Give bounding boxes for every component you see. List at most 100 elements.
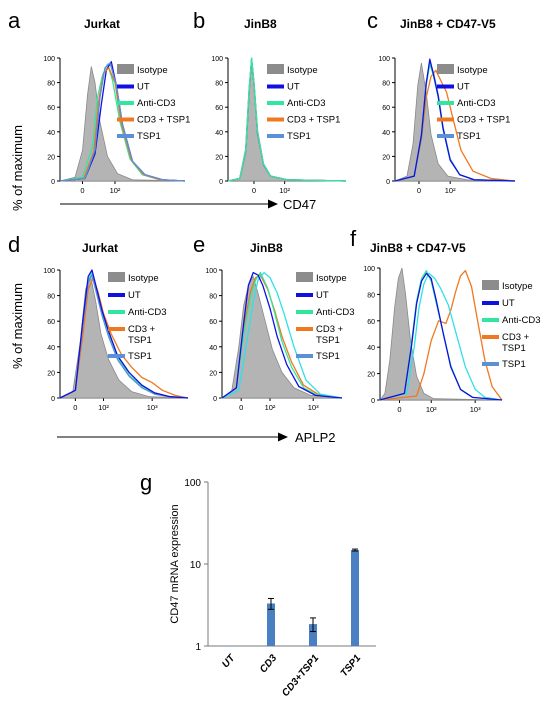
- panel-a-legend-label-anti-cd3: Anti-CD3: [137, 98, 176, 109]
- row1-x-arrow-head: [268, 199, 278, 209]
- row2-ylabel: % of maximum: [10, 283, 25, 369]
- panel-a-y-tick-label: 60: [47, 105, 55, 112]
- panel-a-x-tick-label: 0: [80, 186, 84, 195]
- panel-g-category-label-cd3-tsp1: CD3+TSP1: [280, 653, 321, 699]
- panel-letter-g: g: [140, 470, 152, 495]
- panel-c-legend-label-anti-cd3: Anti-CD3: [457, 98, 496, 109]
- panel-f-legend-swatch-anti-cd3: [482, 318, 499, 322]
- panel-a-x-tick-label: 10²: [110, 186, 121, 195]
- panel-c-legend-label-tsp1: TSP1: [457, 131, 481, 142]
- panel-c-legend-swatch-isotype: [437, 64, 454, 74]
- panel-d-x-tick-label: 10²: [98, 403, 109, 412]
- panel-f-y-tick-label: 40: [367, 345, 375, 352]
- panel-f-series-cyan: [379, 272, 503, 401]
- panel-g-bar-ut: [225, 646, 233, 647]
- panel-c-x-tick-label: 10²: [445, 186, 456, 195]
- panel-d-series-tsp1: [59, 274, 189, 399]
- panel-e-series-anti-cd3: [221, 271, 343, 399]
- panel-d-legend-swatch-ut: [108, 293, 125, 297]
- panel-e-legend-swatch-ut: [296, 293, 313, 297]
- panel-b-legend-swatch-tsp1: [267, 134, 284, 138]
- panel-e-y-tick-label: 20: [209, 370, 217, 377]
- panel-a-legend-swatch-cd3-tsp1: [117, 117, 134, 122]
- panel-e-legend-swatch-tsp1: [296, 354, 313, 358]
- panel-g-y-tick-label: 1: [195, 642, 201, 653]
- row2-xlabel: APLP2: [295, 430, 335, 445]
- panel-a-legend-swatch-tsp1: [117, 134, 134, 138]
- panel-d-y-tick-label: 20: [47, 370, 55, 377]
- panel-e-x-tick-label: 10²: [265, 403, 276, 412]
- panel-d-legend-label-cd3-tsp1: CD3 +: [128, 324, 156, 335]
- panel-e-legend-swatch-isotype: [296, 272, 313, 282]
- panel-b-title: JinB8: [244, 17, 277, 31]
- panel-b-legend-label-tsp1: TSP1: [287, 131, 311, 142]
- panel-c-y-tick-label: 100: [378, 56, 390, 63]
- panel-letter-d: d: [8, 232, 20, 257]
- panel-d-y-tick-label: 40: [47, 345, 55, 352]
- panel-f-x-tick-label: 10³: [470, 405, 481, 414]
- panel-b-legend-label-cd3-tsp1: CD3 + TSP1: [287, 115, 340, 126]
- panel-b-legend-label-ut: UT: [287, 82, 300, 93]
- panel-letter-a: a: [8, 8, 21, 33]
- panel-d-y-tick-label: 60: [47, 319, 55, 326]
- panel-f-title: JinB8 + CD47-V5: [370, 241, 466, 255]
- panel-d-legend-swatch-cd3-tsp1: [108, 327, 125, 331]
- panel-d-legend-label-anti-cd3: Anti-CD3: [128, 307, 167, 318]
- panel-f-legend-label-cd3-tsp1-cont: TSP1: [502, 343, 526, 354]
- panel-g-bar-tsp1: [351, 550, 359, 646]
- panel-f-legend-label-cd3-tsp1: CD3 +: [502, 332, 530, 343]
- panel-b-y-tick-label: 60: [215, 105, 223, 112]
- panel-d-x-tick-label: 10³: [147, 403, 158, 412]
- row1-ylabel: % of maximum: [10, 125, 25, 211]
- panel-e-y-tick-label: 0: [213, 396, 217, 403]
- panel-e-legend-label-ut: UT: [316, 290, 329, 301]
- panel-f-y-tick-label: 60: [367, 319, 375, 326]
- panel-a-y-tick-label: 100: [43, 56, 55, 63]
- panel-e-legend-swatch-cd3-tsp1: [296, 327, 313, 331]
- panel-g-category-label-cd3: CD3: [258, 653, 280, 676]
- panel-a-legend-swatch-anti-cd3: [117, 101, 134, 105]
- panel-d-legend-swatch-isotype: [108, 272, 125, 282]
- panel-b-x-tick-label: 10²: [279, 186, 290, 195]
- panel-c-legend-swatch-anti-cd3: [437, 101, 454, 105]
- panel-e-series-cyan: [221, 271, 343, 399]
- panel-d-y-tick-label: 100: [43, 268, 55, 275]
- panel-c-legend-label-cd3-tsp1: CD3 + TSP1: [457, 115, 510, 126]
- panel-e-legend-label-cd3-tsp1: CD3 +: [316, 324, 344, 335]
- panel-g-ylabel: CD47 mRNA expression: [169, 504, 181, 623]
- panel-letter-f: f: [350, 226, 357, 251]
- panel-d-title: Jurkat: [82, 241, 118, 255]
- panel-d-legend-swatch-tsp1: [108, 354, 125, 358]
- panel-e-legend-swatch-anti-cd3: [296, 310, 313, 314]
- panel-e-x-tick-label: 10³: [308, 403, 319, 412]
- panel-e-legend-label-isotype: Isotype: [316, 273, 347, 284]
- panel-e-legend-label-anti-cd3: Anti-CD3: [316, 307, 355, 318]
- panel-b-y-tick-label: 40: [215, 130, 223, 137]
- panel-g-category-label-tsp1: TSP1: [339, 653, 364, 680]
- panel-f-series-ut: [379, 272, 503, 401]
- panel-b-legend-label-anti-cd3: Anti-CD3: [287, 98, 326, 109]
- panel-e-y-tick-label: 60: [209, 319, 217, 326]
- panel-f-legend-label-anti-cd3: Anti-CD3: [502, 315, 541, 326]
- panel-f-legend-label-ut: UT: [502, 298, 515, 309]
- panel-e-legend-label-cd3-tsp1-cont: TSP1: [316, 335, 340, 346]
- panel-b-y-tick-label: 0: [219, 179, 223, 186]
- panel-a-legend-label-tsp1: TSP1: [137, 131, 161, 142]
- panel-a-legend-swatch-ut: [117, 84, 134, 89]
- panel-e-legend-label-tsp1: TSP1: [316, 351, 340, 362]
- panel-c-title: JinB8 + CD47-V5: [400, 17, 496, 31]
- panel-f-y-tick-label: 80: [367, 292, 375, 299]
- panel-b-legend-label-isotype: Isotype: [287, 65, 318, 76]
- panel-a-title: Jurkat: [84, 17, 120, 31]
- panel-c-x-tick-label: 0: [417, 186, 421, 195]
- panel-c-y-tick-label: 60: [382, 105, 390, 112]
- panel-b-x-tick-label: 0: [252, 186, 256, 195]
- panel-c-y-tick-label: 20: [382, 154, 390, 161]
- panel-d-series-cd3-tsp1: [59, 277, 189, 399]
- panel-e-y-tick-label: 100: [205, 268, 217, 275]
- panel-g-bar-cd3-tsp1: [309, 624, 317, 646]
- panel-letter-c: c: [367, 8, 378, 33]
- panel-c-legend-swatch-tsp1: [437, 134, 454, 138]
